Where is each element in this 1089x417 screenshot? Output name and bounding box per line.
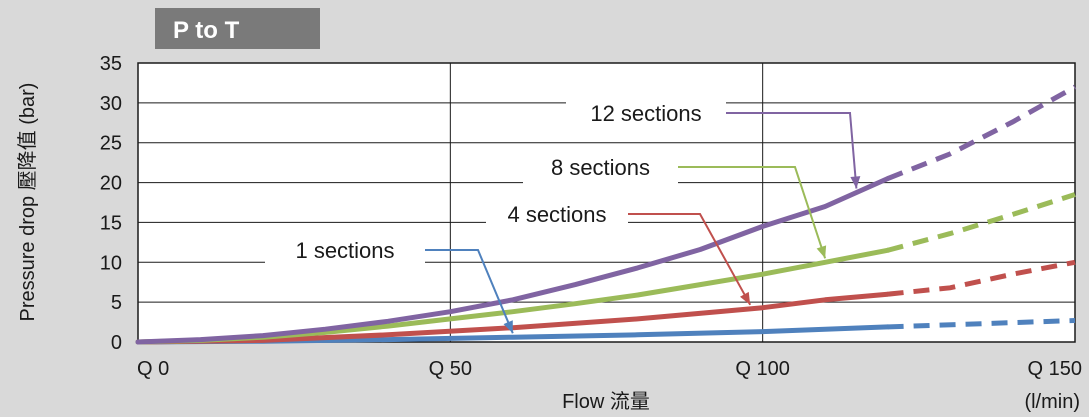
y-tick-label: 20: [100, 173, 122, 195]
series-label-box: [265, 233, 425, 267]
x-tick-label: Q 150: [1028, 358, 1082, 380]
series-line-solid: [135, 291, 891, 345]
series-line-dashed: [887, 259, 1076, 297]
series-label-box: [566, 96, 726, 130]
series-line-dashed: [886, 84, 1077, 181]
series-labels: 12 sections 8 sections 4 sections 1 section…: [265, 96, 861, 334]
label-arrowhead: [816, 245, 827, 259]
series-lines: [135, 84, 1077, 345]
label-leader-line: [678, 166, 827, 259]
x-tick-labels: Q 0 Q 50 Q 100 Q 150: [137, 358, 1082, 380]
label-arrowhead: [739, 291, 751, 305]
y-axis-title: Pressure drop 壓降值 (bar): [16, 83, 39, 322]
label-leader-line: [726, 112, 858, 189]
series-label-box: [486, 197, 628, 231]
x-tick-label: Q 50: [429, 358, 472, 380]
series-label-text: 1 sections: [295, 238, 394, 263]
series-label-text: 12 sections: [590, 101, 701, 126]
y-tick-label: 25: [100, 133, 122, 155]
series-line-dashed: [887, 318, 1076, 330]
series-label-text: 8 sections: [551, 155, 650, 180]
y-tick-labels: 0 5 10 15 20 25 30 35: [100, 53, 122, 354]
x-tick-label: Q 100: [735, 358, 789, 380]
chart-title: P to T: [173, 17, 240, 44]
label-arrowhead: [850, 176, 861, 189]
y-tick-label: 15: [100, 212, 122, 234]
x-tick-label: Q 0: [137, 358, 169, 380]
title-banner: [155, 8, 320, 49]
y-tick-label: 30: [100, 93, 122, 115]
y-tick-label: 0: [111, 332, 122, 354]
x-axis-unit: (l/min): [1024, 391, 1080, 413]
label-leader-line: [425, 249, 514, 334]
label-arrowhead: [503, 320, 513, 334]
y-tick-label: 10: [100, 252, 122, 274]
series-label-box: [523, 150, 678, 184]
series-label-text: 4 sections: [507, 202, 606, 227]
series-line-dashed: [886, 192, 1076, 253]
y-tick-label: 35: [100, 53, 122, 75]
x-axis-title: Flow 流量: [562, 390, 650, 413]
label-leader-line: [628, 213, 752, 306]
series-line-solid: [135, 176, 891, 345]
y-tick-label: 5: [111, 292, 122, 314]
